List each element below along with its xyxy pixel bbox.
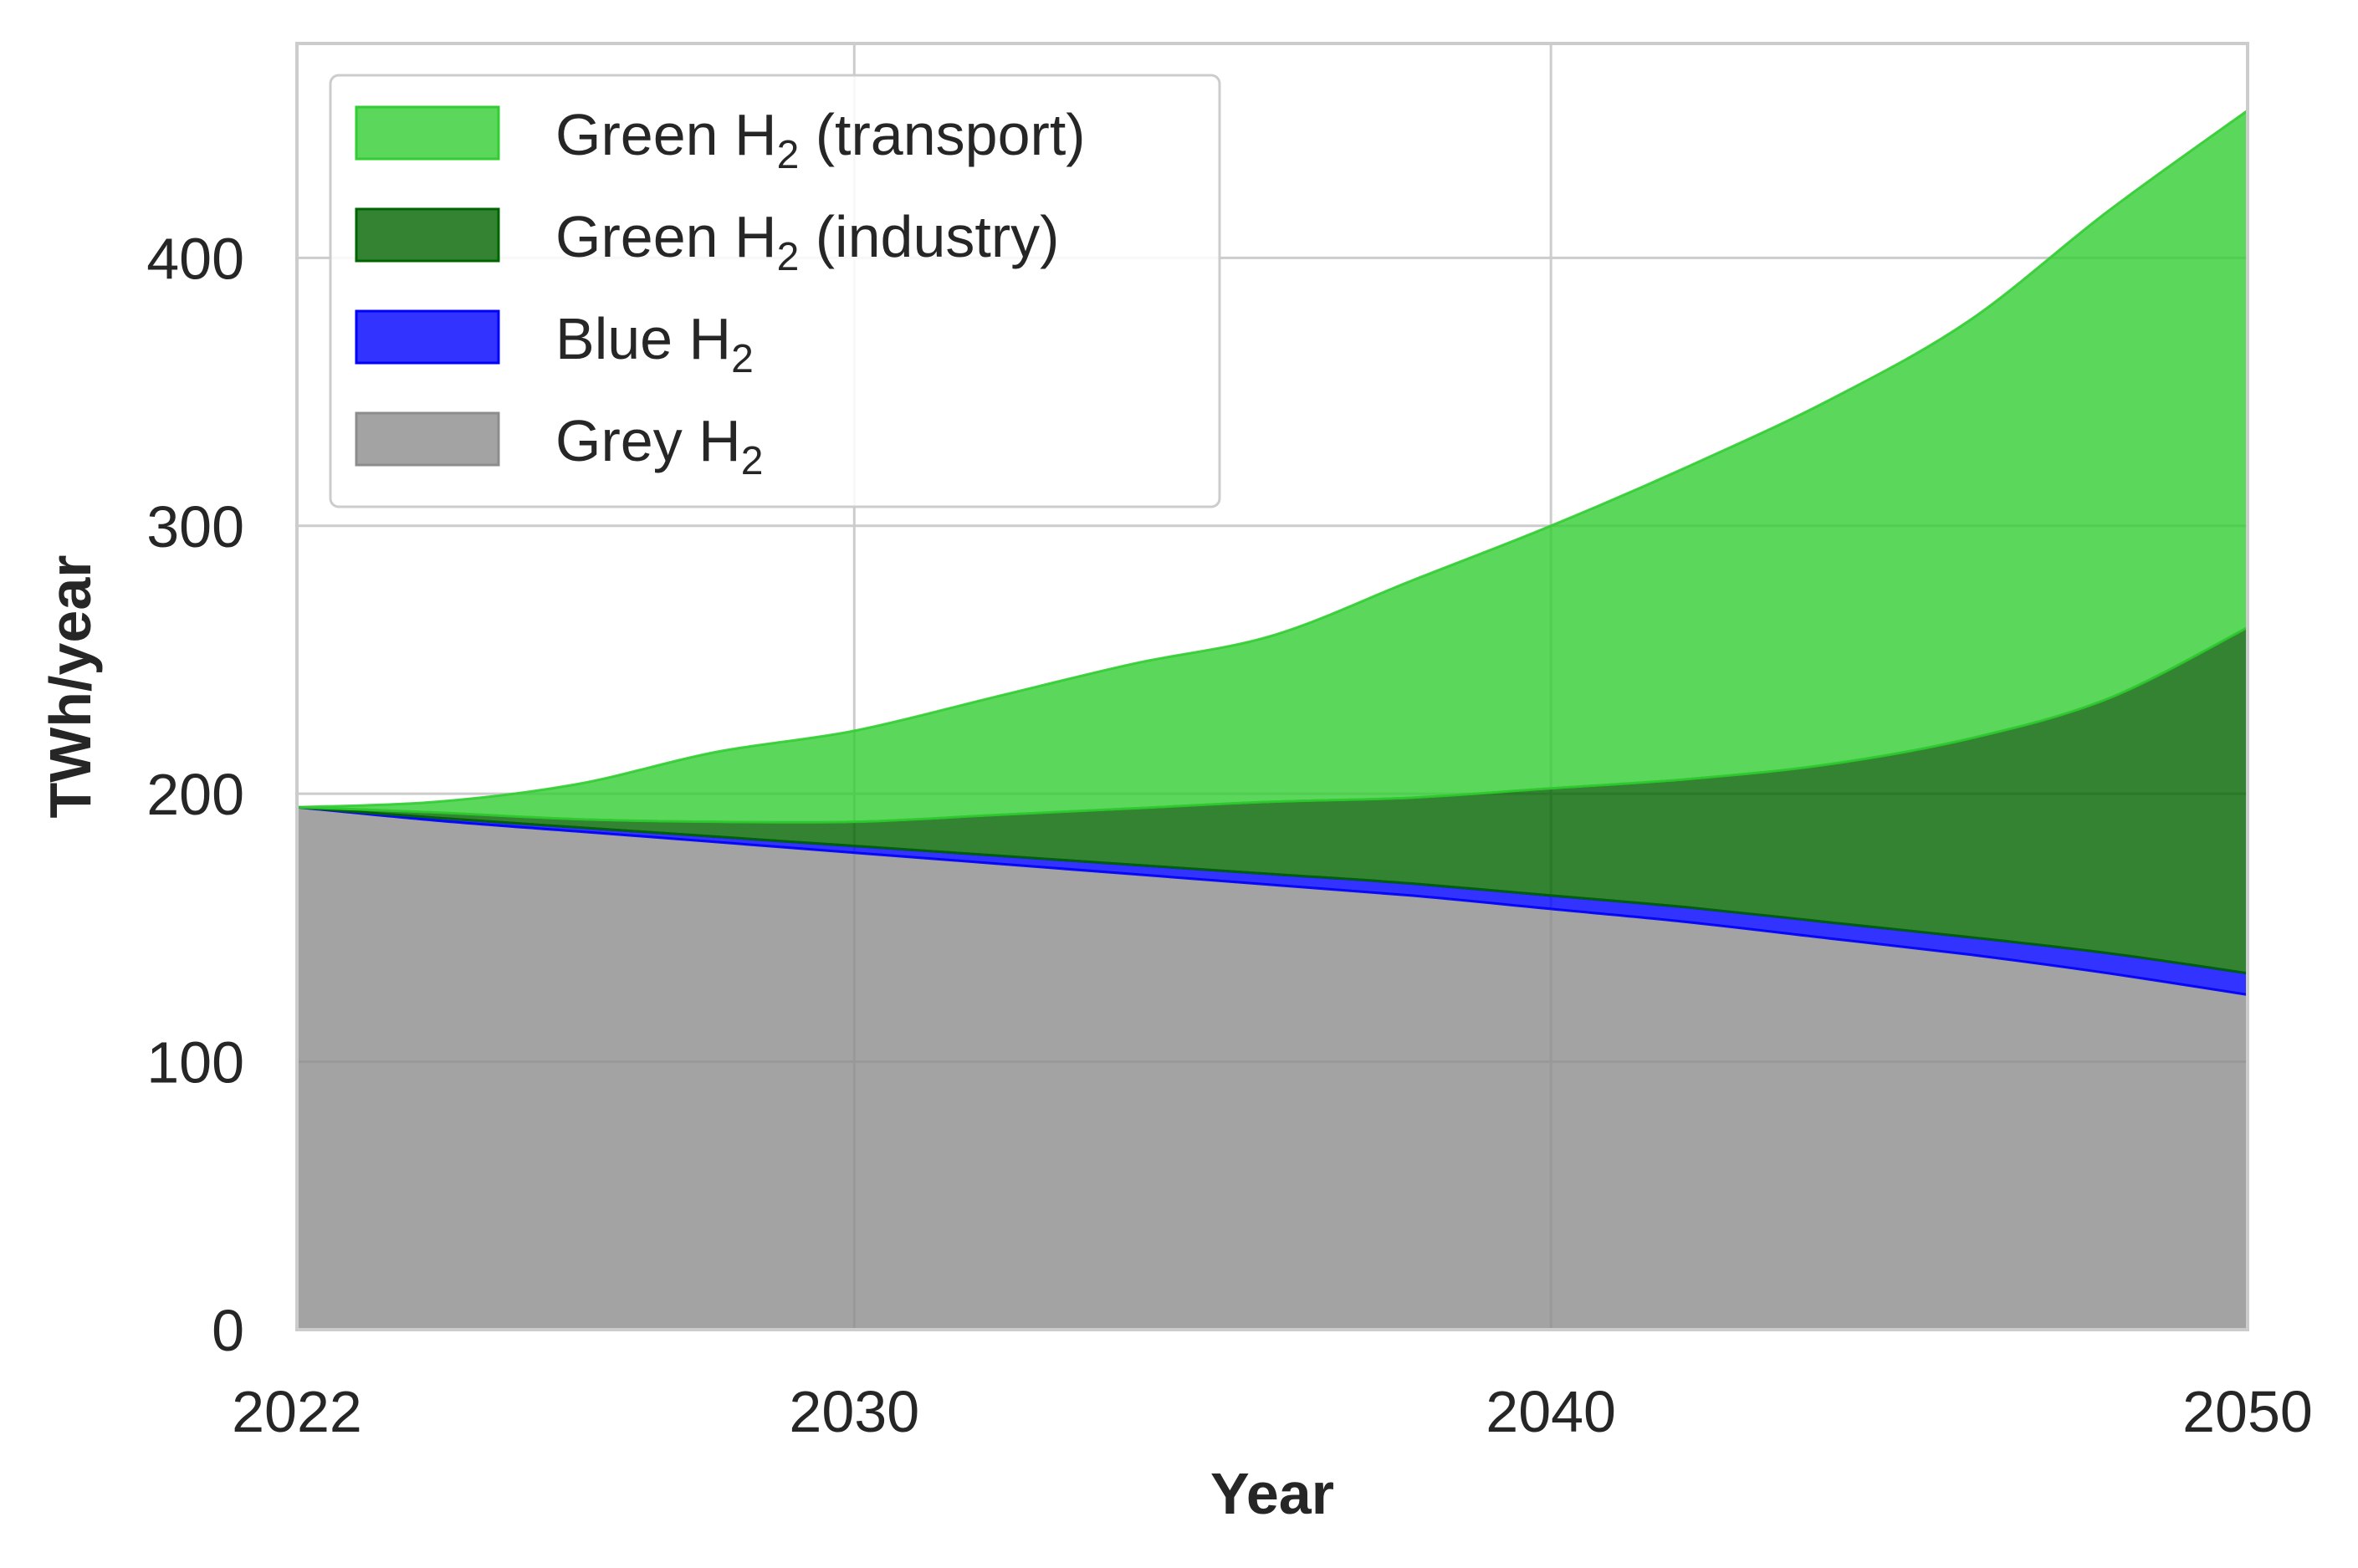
plot-border bbox=[295, 42, 2249, 1331]
legend: Green H2 (transport) Green H2 (industry) B… bbox=[329, 74, 1221, 508]
x-tick-label: 2050 bbox=[2182, 1379, 2313, 1444]
legend-swatch bbox=[355, 105, 500, 161]
y-tick-label: 100 bbox=[146, 1030, 244, 1096]
y-tick-label: 400 bbox=[146, 226, 244, 291]
legend-swatch bbox=[355, 309, 500, 365]
legend-swatch bbox=[355, 207, 500, 263]
plot-frame bbox=[295, 42, 2249, 1331]
legend-label: Blue H2 bbox=[555, 306, 754, 381]
x-axis-title: Year bbox=[1210, 1461, 1334, 1526]
y-tick-label: 300 bbox=[146, 494, 244, 559]
legend-label: Grey H2 bbox=[555, 408, 763, 483]
legend-box bbox=[329, 74, 1221, 508]
x-tick-label: 2030 bbox=[789, 1379, 919, 1444]
x-tick-label: 2022 bbox=[232, 1379, 362, 1444]
legend-label: Green H2 (industry) bbox=[555, 204, 1059, 279]
y-axis-title: TWh/year bbox=[38, 554, 103, 818]
legend-label: Green H2 (transport) bbox=[555, 102, 1086, 177]
y-tick-label: 200 bbox=[146, 762, 244, 827]
area-green-h-transport bbox=[296, 108, 2249, 825]
x-axis-ticks: 2022 2030 2040 2050 bbox=[232, 1379, 2313, 1444]
y-axis-ticks: 0 100 200 300 400 bbox=[146, 226, 244, 1363]
x-tick-label: 2040 bbox=[1486, 1379, 1616, 1444]
legend-swatch bbox=[355, 411, 500, 467]
y-tick-label: 0 bbox=[212, 1298, 244, 1363]
